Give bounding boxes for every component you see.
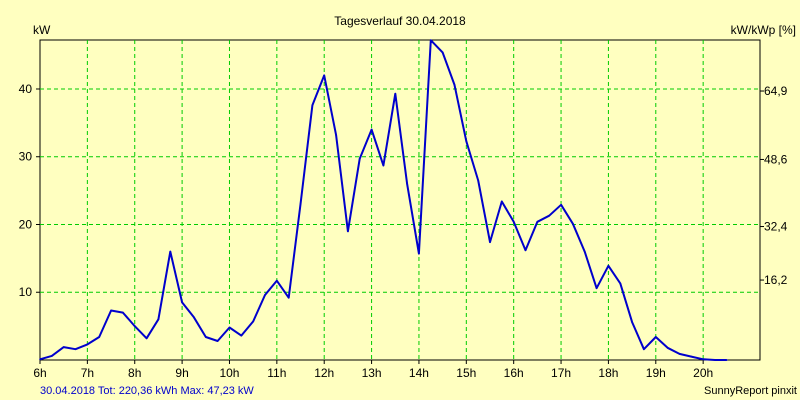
y-tick-label-left: 20 — [19, 217, 33, 231]
data-point — [193, 316, 195, 319]
x-tick-label: 19h — [646, 366, 666, 380]
data-point — [205, 336, 207, 338]
x-tick-label: 13h — [362, 366, 382, 380]
y-tick-label-right: 16,2 — [764, 273, 788, 287]
data-point — [86, 343, 89, 346]
data-point — [714, 359, 716, 361]
chart-title: Tagesverlauf 30.04.2018 — [334, 14, 466, 28]
x-tick-label: 6h — [33, 366, 46, 380]
data-point — [726, 359, 728, 361]
data-point — [702, 358, 704, 361]
y-tick-label-right: 48,6 — [764, 152, 788, 166]
data-point — [560, 204, 562, 206]
y-tick-label-right: 32,4 — [764, 220, 788, 234]
data-point — [489, 241, 491, 243]
x-tick-label: 12h — [314, 366, 334, 380]
data-point — [287, 296, 290, 299]
data-point — [110, 309, 112, 312]
data-point — [382, 164, 385, 167]
data-point — [406, 183, 408, 185]
x-tick-label: 15h — [456, 366, 476, 380]
data-point — [358, 158, 361, 160]
grid — [40, 40, 760, 360]
data-point — [264, 294, 266, 296]
data-point — [335, 134, 337, 136]
data-point — [512, 221, 515, 223]
y-axis-right-label: kW/kWp [%] — [731, 23, 796, 37]
data-point — [240, 334, 243, 337]
x-tick-label: 16h — [504, 366, 524, 380]
data-point — [453, 84, 456, 86]
data-point — [619, 282, 622, 285]
data-point — [666, 347, 669, 349]
y-axis-left-ticks: 10 20 30 40 — [19, 82, 40, 299]
data-point — [595, 287, 598, 290]
x-tick-label: 20h — [693, 366, 713, 380]
y-axis-right-ticks: 16,2 32,4 48,6 64,9 — [760, 84, 788, 287]
data-point — [169, 250, 172, 253]
x-tick-label: 14h — [409, 366, 429, 380]
data-point — [501, 200, 503, 203]
data-point — [51, 355, 53, 357]
footer-summary: 30.04.2018 Tot: 220,36 kWh Max: 47,23 kW — [40, 385, 254, 397]
series-group — [39, 39, 728, 361]
x-tick-label: 17h — [551, 366, 571, 380]
plot-area — [39, 39, 761, 361]
data-point — [655, 336, 657, 338]
x-axis-ticks: 6h 7h 8h 9h 10h 11h 12h 13h 14h 15h 16h 17h 18h 19h 20… — [33, 360, 713, 380]
data-point — [216, 340, 219, 342]
x-tick-label: 11h — [267, 366, 286, 380]
data-point — [394, 92, 397, 95]
y-tick-label-left: 30 — [19, 150, 33, 164]
data-point — [477, 179, 480, 182]
data-point — [39, 358, 41, 361]
data-point — [122, 311, 124, 314]
data-point — [607, 265, 610, 267]
data-point — [572, 223, 574, 225]
data-point — [62, 346, 65, 348]
x-tick-label: 9h — [175, 366, 188, 380]
data-point — [548, 214, 550, 217]
y-tick-label-left: 10 — [19, 285, 33, 299]
data-point — [133, 325, 136, 327]
data-point — [252, 320, 254, 323]
y-axis-left-label: kW — [33, 23, 51, 37]
data-point — [631, 321, 633, 323]
y-tick-label-right: 64,9 — [764, 84, 788, 98]
data-point — [678, 353, 681, 355]
data-point — [276, 279, 278, 282]
data-point — [418, 252, 420, 255]
y-tick-label-left: 40 — [19, 82, 33, 96]
data-point — [430, 39, 432, 41]
data-point — [690, 355, 693, 358]
data-point — [98, 336, 100, 338]
x-tick-label: 18h — [598, 366, 618, 380]
data-point — [311, 104, 314, 106]
data-point — [228, 326, 231, 329]
data-point — [536, 221, 539, 223]
data-point — [74, 348, 77, 351]
data-point — [347, 230, 349, 233]
data-point — [441, 51, 444, 54]
data-point — [299, 203, 302, 205]
x-tick-label: 7h — [81, 366, 94, 380]
x-tick-label: 8h — [128, 366, 141, 380]
data-point — [323, 74, 326, 77]
data-point — [524, 249, 527, 251]
data-point — [181, 301, 183, 304]
data-point — [643, 348, 645, 351]
data-point — [145, 337, 148, 340]
footer-credit: SunnyReport pinxit — [704, 385, 797, 397]
data-point — [465, 140, 468, 142]
x-tick-label: 10h — [219, 366, 239, 380]
data-point — [583, 250, 586, 253]
data-point — [370, 128, 373, 131]
data-point — [157, 318, 160, 321]
